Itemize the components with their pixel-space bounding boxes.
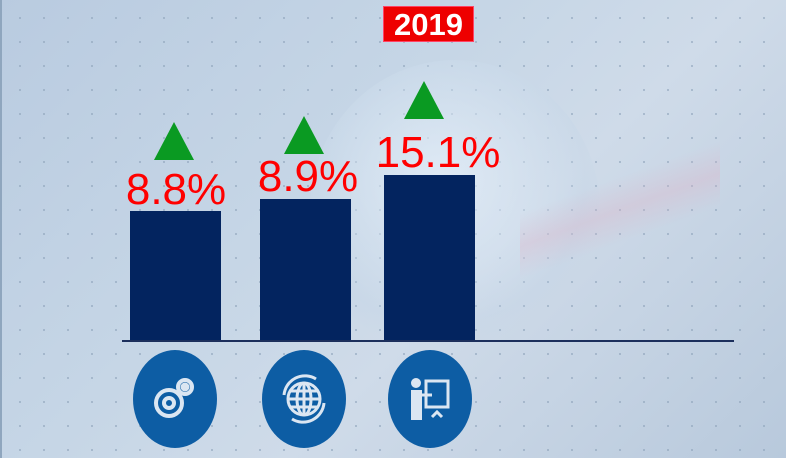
year-title-badge: 2019 xyxy=(383,6,474,42)
gear-icon xyxy=(133,350,217,448)
up-arrow-icon xyxy=(404,81,444,119)
background-swoosh xyxy=(520,80,720,340)
bar-3 xyxy=(384,175,475,341)
bar-2 xyxy=(260,199,351,341)
left-border xyxy=(0,0,2,458)
bar-value-label: 8.8% xyxy=(125,165,227,214)
presenter-icon xyxy=(388,350,472,448)
bar-value-label: 15.1% xyxy=(375,128,501,177)
x-axis-line xyxy=(122,340,734,342)
globe-icon xyxy=(262,350,346,448)
bar-value-label: 8.9% xyxy=(257,152,359,201)
bar-1 xyxy=(130,211,221,341)
up-arrow-icon xyxy=(284,116,324,154)
up-arrow-icon xyxy=(154,122,194,160)
